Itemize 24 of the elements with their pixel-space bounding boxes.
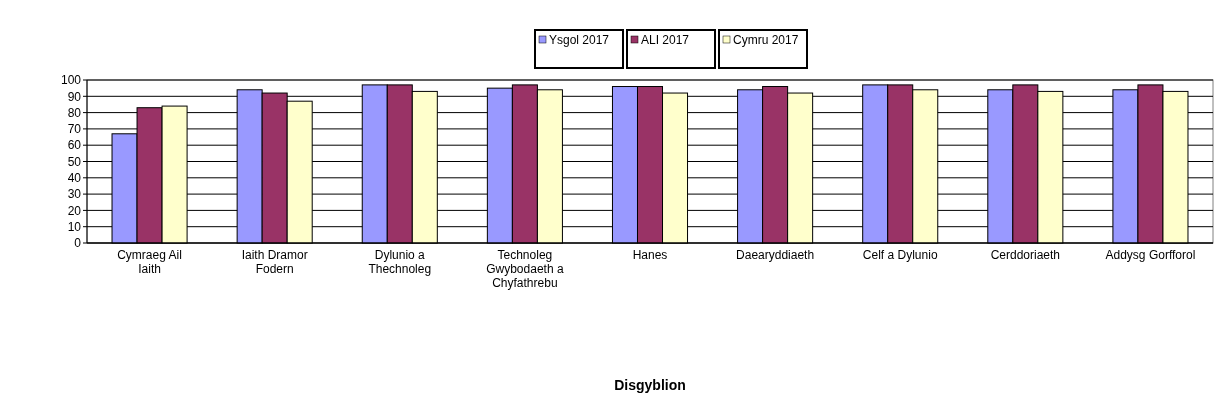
text: Disgyblion: [614, 377, 686, 393]
y-tick-label: 80: [67, 105, 82, 120]
x-tick-label: Hanes: [632, 248, 668, 262]
y-tick-label: 0: [74, 236, 82, 251]
x-tick-label: Cerddoriaeth: [990, 248, 1061, 262]
y-tick-label: 70: [67, 122, 82, 137]
x-tick-label: Celf a Dylunio: [862, 248, 938, 262]
y-tick-label: 90: [67, 89, 82, 104]
legend-label: Cymru 2017: [733, 33, 799, 47]
x-tick-label: Daearyddiaeth: [736, 248, 815, 262]
y-tick-label: 20: [67, 203, 82, 218]
legend-label: ALI 2017: [641, 33, 690, 47]
x-tick-label: Addysg Gorfforol: [1105, 248, 1196, 262]
x-tick-label: Technoleg Gwybodaeth a Chyfathrebu: [486, 248, 564, 290]
y-tick-label: 30: [67, 187, 82, 202]
y-tick-label: 60: [67, 138, 82, 153]
x-tick-label: Dylunio a Thechnoleg: [368, 248, 432, 276]
y-tick-label: 10: [67, 219, 82, 234]
y-tick-label: 50: [67, 154, 82, 169]
legend-label: Ysgol 2017: [549, 33, 610, 47]
x-tick-label: Iaith Dramor Fodern: [241, 248, 308, 276]
y-tick-label: 40: [67, 171, 82, 185]
y-tick-label: 100: [60, 73, 82, 88]
x-tick-label: Cymraeg Ail Iaith: [117, 248, 182, 276]
